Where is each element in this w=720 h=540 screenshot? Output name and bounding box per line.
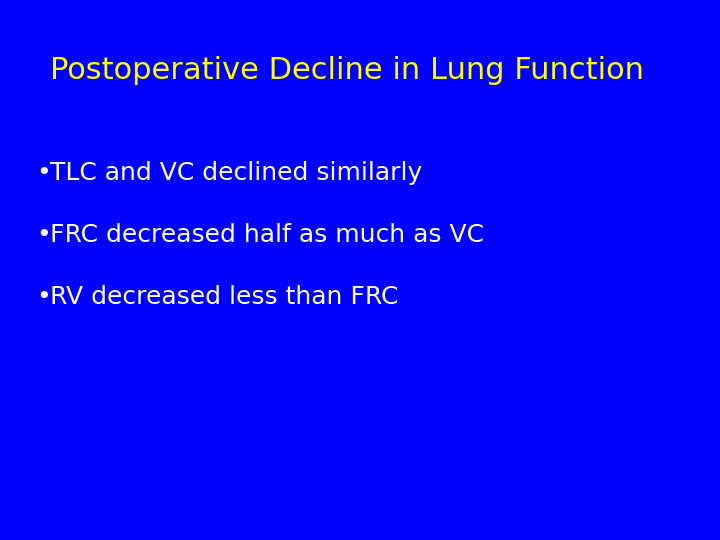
- Text: •: •: [36, 285, 50, 309]
- Text: FRC decreased half as much as VC: FRC decreased half as much as VC: [50, 223, 485, 247]
- Text: •: •: [36, 161, 50, 185]
- Text: RV decreased less than FRC: RV decreased less than FRC: [50, 285, 399, 309]
- Text: •: •: [36, 223, 50, 247]
- Text: TLC and VC declined similarly: TLC and VC declined similarly: [50, 161, 423, 185]
- Text: Postoperative Decline in Lung Function: Postoperative Decline in Lung Function: [50, 56, 644, 85]
